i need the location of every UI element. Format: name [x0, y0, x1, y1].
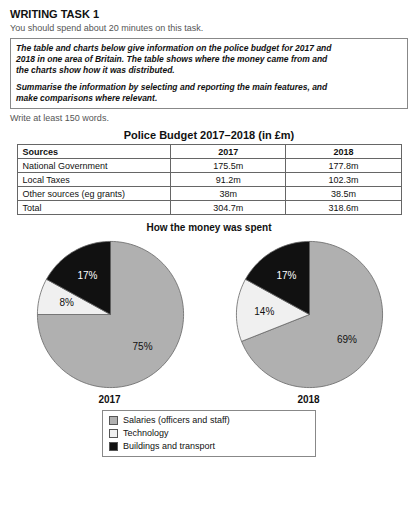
- svg-text:75%: 75%: [132, 341, 152, 352]
- svg-text:69%: 69%: [336, 334, 356, 345]
- html-text:make comparisons where relevan: make comparisons where relevant.: [16, 93, 158, 103]
- html-text:National Government: National Government: [22, 160, 108, 171]
- html-text:2018: 2018: [297, 394, 320, 405]
- html-text:The table and charts below giv: The table and charts below give informat…: [16, 43, 332, 53]
- html-text:Summarise the information by s: Summarise the information by selecting a…: [16, 82, 328, 92]
- html-text:102.3m: 102.3m: [328, 174, 359, 185]
- html-text:Police Budget 2017–2018 (in £m: Police Budget 2017–2018 (in £m): [123, 129, 295, 141]
- html-text:Write at least 150 words.: Write at least 150 words.: [10, 113, 109, 123]
- html-text:Other sources (eg grants): Other sources (eg grants): [22, 188, 125, 199]
- html-text:You should spend about 20 minu: You should spend about 20 minutes on thi…: [10, 23, 204, 33]
- html-text:175.5m: 175.5m: [213, 160, 244, 171]
- html-text:WRITING TASK 1: WRITING TASK 1: [10, 8, 99, 20]
- svg-text:14%: 14%: [254, 306, 274, 317]
- html-text:177.8m: 177.8m: [328, 160, 359, 171]
- html-text:How the money was spent: How the money was spent: [146, 222, 272, 233]
- html-text:38.5m: 38.5m: [330, 188, 356, 199]
- html-text:304.7m: 304.7m: [213, 202, 244, 213]
- html-text:318.6m: 318.6m: [328, 202, 359, 213]
- html-text:the charts show how it was dis: the charts show how it was distributed.: [16, 65, 175, 75]
- svg-text:8%: 8%: [59, 297, 74, 308]
- html-text:Local Taxes: Local Taxes: [22, 174, 70, 185]
- html-text:Technology: Technology: [123, 428, 169, 438]
- svg-text:17%: 17%: [276, 270, 296, 281]
- html-text:Sources: Sources: [22, 146, 58, 157]
- html-text:91.2m: 91.2m: [215, 174, 241, 185]
- html-text:Buildings and transport: Buildings and transport: [123, 441, 216, 451]
- html-text:38m: 38m: [219, 188, 237, 199]
- html-text:Total: Total: [22, 202, 42, 213]
- html-text:2018: 2018: [333, 146, 354, 157]
- html-text:2017: 2017: [98, 394, 121, 405]
- html-text:2017: 2017: [218, 146, 239, 157]
- html-text:2018 in one area of Britain. T: 2018 in one area of Britain. The table s…: [16, 54, 328, 64]
- svg-text:17%: 17%: [77, 270, 97, 281]
- html-text:Salaries (officers and staff): Salaries (officers and staff): [123, 415, 230, 425]
